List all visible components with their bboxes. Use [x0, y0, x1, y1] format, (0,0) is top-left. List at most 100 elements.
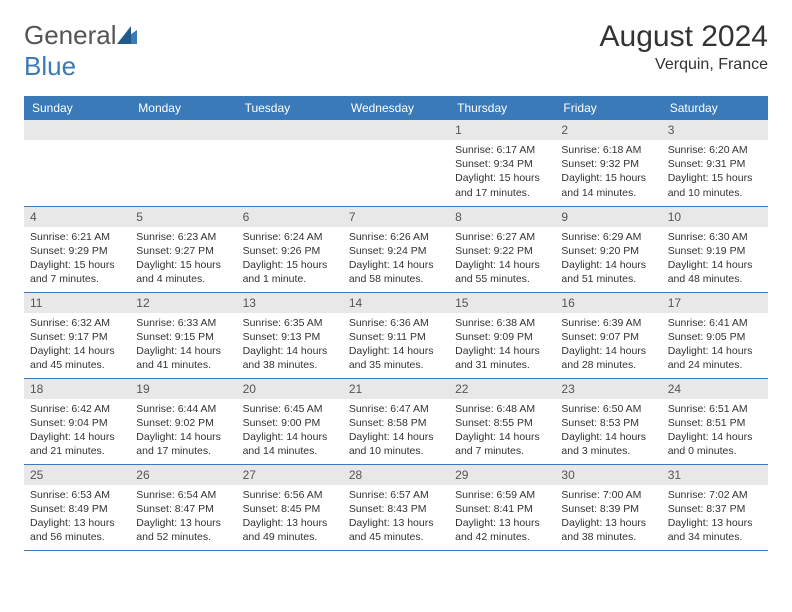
day-content: Sunrise: 6:47 AMSunset: 8:58 PMDaylight:…	[343, 399, 449, 463]
day-content: Sunrise: 6:53 AMSunset: 8:49 PMDaylight:…	[24, 485, 130, 549]
logo-icon	[117, 20, 137, 50]
calendar-cell: 3Sunrise: 6:20 AMSunset: 9:31 PMDaylight…	[662, 120, 768, 206]
calendar-cell: 15Sunrise: 6:38 AMSunset: 9:09 PMDayligh…	[449, 292, 555, 378]
day-number: 22	[449, 379, 555, 399]
day-content: Sunrise: 6:57 AMSunset: 8:43 PMDaylight:…	[343, 485, 449, 549]
day-number: 29	[449, 465, 555, 485]
day-content: Sunrise: 6:56 AMSunset: 8:45 PMDaylight:…	[237, 485, 343, 549]
day-number: 11	[24, 293, 130, 313]
calendar-cell: 10Sunrise: 6:30 AMSunset: 9:19 PMDayligh…	[662, 206, 768, 292]
day-number: 26	[130, 465, 236, 485]
day-content: Sunrise: 6:20 AMSunset: 9:31 PMDaylight:…	[662, 140, 768, 204]
calendar-cell: 20Sunrise: 6:45 AMSunset: 9:00 PMDayligh…	[237, 378, 343, 464]
calendar-cell: 31Sunrise: 7:02 AMSunset: 8:37 PMDayligh…	[662, 464, 768, 550]
day-number: 28	[343, 465, 449, 485]
day-number: 30	[555, 465, 661, 485]
day-content: Sunrise: 6:17 AMSunset: 9:34 PMDaylight:…	[449, 140, 555, 204]
calendar-cell: 19Sunrise: 6:44 AMSunset: 9:02 PMDayligh…	[130, 378, 236, 464]
weekday-header-row: SundayMondayTuesdayWednesdayThursdayFrid…	[24, 96, 768, 120]
title-block: August 2024 Verquin, France	[600, 20, 768, 74]
day-number: 3	[662, 120, 768, 140]
day-content: Sunrise: 7:02 AMSunset: 8:37 PMDaylight:…	[662, 485, 768, 549]
calendar-cell: 1Sunrise: 6:17 AMSunset: 9:34 PMDaylight…	[449, 120, 555, 206]
day-content: Sunrise: 6:48 AMSunset: 8:55 PMDaylight:…	[449, 399, 555, 463]
day-content: Sunrise: 6:42 AMSunset: 9:04 PMDaylight:…	[24, 399, 130, 463]
logo: GeneralBlue	[24, 20, 137, 82]
month-title: August 2024	[600, 20, 768, 54]
day-number: 27	[237, 465, 343, 485]
day-content: Sunrise: 6:38 AMSunset: 9:09 PMDaylight:…	[449, 313, 555, 377]
day-content: Sunrise: 6:59 AMSunset: 8:41 PMDaylight:…	[449, 485, 555, 549]
calendar-cell: 22Sunrise: 6:48 AMSunset: 8:55 PMDayligh…	[449, 378, 555, 464]
day-number: 5	[130, 207, 236, 227]
calendar-cell: 14Sunrise: 6:36 AMSunset: 9:11 PMDayligh…	[343, 292, 449, 378]
day-number: 14	[343, 293, 449, 313]
day-number: 16	[555, 293, 661, 313]
weekday-header: Monday	[130, 96, 236, 120]
weekday-header: Friday	[555, 96, 661, 120]
calendar-cell: 13Sunrise: 6:35 AMSunset: 9:13 PMDayligh…	[237, 292, 343, 378]
day-number: 10	[662, 207, 768, 227]
calendar-cell	[237, 120, 343, 206]
day-number-empty	[24, 120, 130, 140]
day-number: 19	[130, 379, 236, 399]
day-number: 21	[343, 379, 449, 399]
weekday-header: Saturday	[662, 96, 768, 120]
day-content: Sunrise: 6:29 AMSunset: 9:20 PMDaylight:…	[555, 227, 661, 291]
day-number-empty	[343, 120, 449, 140]
day-number: 24	[662, 379, 768, 399]
day-content: Sunrise: 6:54 AMSunset: 8:47 PMDaylight:…	[130, 485, 236, 549]
weekday-header: Sunday	[24, 96, 130, 120]
day-content: Sunrise: 6:36 AMSunset: 9:11 PMDaylight:…	[343, 313, 449, 377]
day-content: Sunrise: 6:41 AMSunset: 9:05 PMDaylight:…	[662, 313, 768, 377]
day-content: Sunrise: 7:00 AMSunset: 8:39 PMDaylight:…	[555, 485, 661, 549]
calendar-body: 1Sunrise: 6:17 AMSunset: 9:34 PMDaylight…	[24, 120, 768, 550]
weekday-header: Thursday	[449, 96, 555, 120]
calendar-cell: 21Sunrise: 6:47 AMSunset: 8:58 PMDayligh…	[343, 378, 449, 464]
calendar-cell: 5Sunrise: 6:23 AMSunset: 9:27 PMDaylight…	[130, 206, 236, 292]
day-number: 7	[343, 207, 449, 227]
weekday-header: Wednesday	[343, 96, 449, 120]
day-number: 13	[237, 293, 343, 313]
calendar-cell	[343, 120, 449, 206]
day-content: Sunrise: 6:30 AMSunset: 9:19 PMDaylight:…	[662, 227, 768, 291]
logo-text: GeneralBlue	[24, 20, 137, 82]
day-number: 12	[130, 293, 236, 313]
calendar-cell: 18Sunrise: 6:42 AMSunset: 9:04 PMDayligh…	[24, 378, 130, 464]
day-content: Sunrise: 6:51 AMSunset: 8:51 PMDaylight:…	[662, 399, 768, 463]
calendar-week-row: 18Sunrise: 6:42 AMSunset: 9:04 PMDayligh…	[24, 378, 768, 464]
day-content: Sunrise: 6:27 AMSunset: 9:22 PMDaylight:…	[449, 227, 555, 291]
calendar-week-row: 4Sunrise: 6:21 AMSunset: 9:29 PMDaylight…	[24, 206, 768, 292]
calendar-cell: 16Sunrise: 6:39 AMSunset: 9:07 PMDayligh…	[555, 292, 661, 378]
day-content: Sunrise: 6:24 AMSunset: 9:26 PMDaylight:…	[237, 227, 343, 291]
calendar-cell: 29Sunrise: 6:59 AMSunset: 8:41 PMDayligh…	[449, 464, 555, 550]
calendar-cell	[130, 120, 236, 206]
day-number: 6	[237, 207, 343, 227]
day-number: 17	[662, 293, 768, 313]
header: GeneralBlue August 2024 Verquin, France	[24, 20, 768, 82]
location: Verquin, France	[600, 56, 768, 74]
calendar-cell: 27Sunrise: 6:56 AMSunset: 8:45 PMDayligh…	[237, 464, 343, 550]
day-number: 15	[449, 293, 555, 313]
calendar-cell: 2Sunrise: 6:18 AMSunset: 9:32 PMDaylight…	[555, 120, 661, 206]
day-number: 8	[449, 207, 555, 227]
day-content: Sunrise: 6:18 AMSunset: 9:32 PMDaylight:…	[555, 140, 661, 204]
day-number: 9	[555, 207, 661, 227]
day-content: Sunrise: 6:44 AMSunset: 9:02 PMDaylight:…	[130, 399, 236, 463]
logo-part1: General	[24, 20, 117, 50]
day-content: Sunrise: 6:23 AMSunset: 9:27 PMDaylight:…	[130, 227, 236, 291]
calendar-cell: 26Sunrise: 6:54 AMSunset: 8:47 PMDayligh…	[130, 464, 236, 550]
calendar-cell: 12Sunrise: 6:33 AMSunset: 9:15 PMDayligh…	[130, 292, 236, 378]
calendar-week-row: 1Sunrise: 6:17 AMSunset: 9:34 PMDaylight…	[24, 120, 768, 206]
day-content: Sunrise: 6:39 AMSunset: 9:07 PMDaylight:…	[555, 313, 661, 377]
logo-part2: Blue	[24, 51, 76, 81]
calendar-cell: 8Sunrise: 6:27 AMSunset: 9:22 PMDaylight…	[449, 206, 555, 292]
day-number: 1	[449, 120, 555, 140]
day-content: Sunrise: 6:32 AMSunset: 9:17 PMDaylight:…	[24, 313, 130, 377]
calendar-cell: 24Sunrise: 6:51 AMSunset: 8:51 PMDayligh…	[662, 378, 768, 464]
calendar-cell: 23Sunrise: 6:50 AMSunset: 8:53 PMDayligh…	[555, 378, 661, 464]
calendar-cell: 25Sunrise: 6:53 AMSunset: 8:49 PMDayligh…	[24, 464, 130, 550]
day-number: 23	[555, 379, 661, 399]
calendar-cell: 11Sunrise: 6:32 AMSunset: 9:17 PMDayligh…	[24, 292, 130, 378]
calendar-table: SundayMondayTuesdayWednesdayThursdayFrid…	[24, 96, 768, 551]
